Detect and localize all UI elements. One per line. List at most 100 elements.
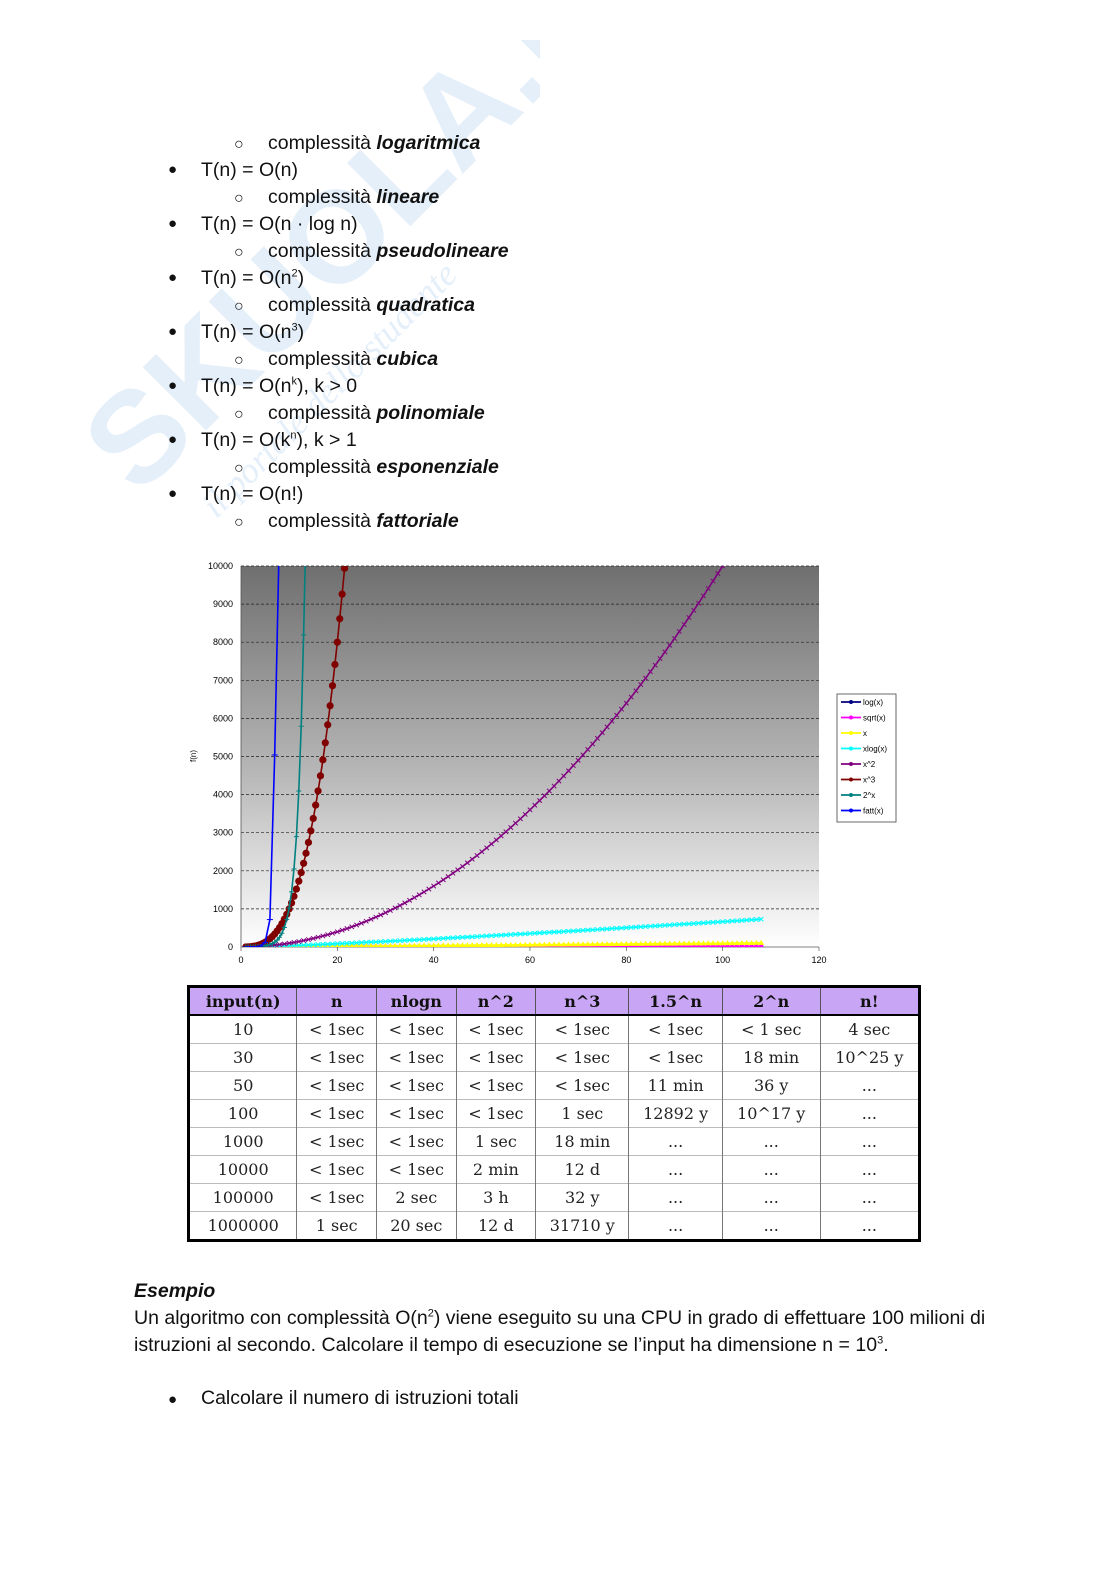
data-point [579, 941, 586, 947]
bullet-marker: ○ [234, 514, 244, 531]
data-point [344, 926, 350, 932]
data-point [561, 773, 567, 779]
data-point [724, 918, 731, 924]
data-point [734, 918, 740, 924]
data-point [580, 927, 586, 933]
complexity-prefix: complessità [268, 510, 377, 532]
data-point [604, 724, 610, 730]
table-cell: < 1sec [296, 1127, 377, 1156]
data-point [363, 939, 369, 945]
data-point [493, 932, 499, 938]
table-cell: < 1sec [375, 1014, 457, 1044]
list-item-complexity: ○ complessità logaritmica [234, 130, 480, 158]
list-item-formula: ● T(n) = O(kn), k > 1 [168, 427, 357, 453]
data-point [445, 935, 451, 941]
y-tick-label: 10000 [208, 561, 233, 571]
data-point [321, 739, 329, 747]
data-point [594, 926, 600, 933]
data-point [397, 902, 403, 909]
data-point [354, 922, 360, 928]
data-point [575, 757, 581, 763]
data-point [488, 841, 495, 847]
data-point [570, 941, 577, 947]
column-header: n! [819, 986, 920, 1016]
data-point [522, 931, 528, 937]
data-point [281, 941, 287, 947]
data-point [435, 942, 442, 947]
data-point [628, 694, 634, 700]
data-point [460, 863, 466, 869]
data-point [638, 924, 644, 930]
data-point [387, 907, 393, 913]
data-point [315, 942, 321, 947]
legend-label: x^3 [863, 776, 876, 785]
data-point [700, 920, 706, 926]
table-cell: 2 min [455, 1155, 536, 1184]
data-point [724, 940, 731, 946]
table-row: 1000 < 1sec < 1sec 1 sec 18 min......... [188, 1127, 920, 1156]
data-point [648, 944, 653, 947]
table-cell: < 1sec [296, 1155, 377, 1184]
example-exponent: 3 [877, 1334, 884, 1347]
data-point [696, 944, 701, 947]
example-text-part: . [883, 1334, 889, 1356]
data-point [316, 772, 325, 780]
data-point [681, 940, 688, 946]
data-point [608, 941, 615, 947]
data-point [349, 943, 355, 947]
data-point [613, 941, 620, 947]
data-point [720, 944, 725, 947]
data-point [469, 942, 476, 947]
data-point [541, 930, 548, 936]
data-point [464, 934, 470, 940]
data-point [387, 942, 393, 947]
data-point [354, 940, 360, 946]
data-point [368, 942, 374, 947]
bullet-marker: ● [168, 269, 178, 286]
data-point [585, 746, 591, 753]
legend-marker [849, 808, 853, 813]
complexity-prefix: complessità [268, 186, 377, 208]
bullet-marker: ● [168, 161, 178, 178]
data-point [469, 856, 475, 862]
data-point [293, 834, 299, 840]
table-cell: 4 sec [819, 1014, 920, 1044]
data-point [647, 940, 654, 946]
data-point [300, 859, 308, 867]
data-point [338, 590, 346, 598]
bullet-marker: ○ [234, 244, 244, 261]
legend-label: xlog(x) [863, 745, 887, 754]
y-tick-label: 4000 [213, 790, 233, 800]
list-item-formula: ● T(n) = O(nk), k > 0 [168, 373, 357, 399]
bullet-marker: ● [168, 485, 178, 502]
data-point [623, 700, 629, 706]
complexity-name: cubica [376, 348, 439, 370]
table-cell: < 1sec [296, 1014, 377, 1044]
table-cell: ... [628, 1155, 723, 1184]
data-point [329, 941, 336, 947]
data-point [677, 944, 682, 947]
data-point [416, 937, 422, 943]
y-tick-label: 8000 [213, 637, 233, 647]
data-point [292, 885, 300, 893]
legend-marker [849, 793, 853, 797]
data-point [304, 838, 313, 847]
data-point [719, 940, 726, 946]
data-point [685, 940, 692, 946]
formula-text: T(n) = O(n!) [201, 483, 304, 505]
data-point [565, 768, 572, 774]
table-cell: 1000 [188, 1127, 297, 1156]
data-point [349, 924, 355, 930]
table-cell: 12892 y [628, 1099, 723, 1128]
table-cell: < 1sec [455, 1014, 536, 1044]
x-tick-label: 20 [332, 955, 342, 965]
data-point [305, 936, 311, 943]
data-point [296, 788, 302, 794]
table-cell: 18 min [721, 1043, 821, 1072]
table-cell: < 1 sec [721, 1014, 821, 1044]
data-point [633, 924, 639, 930]
table-cell: < 1sec [375, 1155, 457, 1184]
data-point [647, 669, 653, 675]
table-cell: ... [819, 1071, 920, 1100]
data-point [705, 920, 711, 926]
